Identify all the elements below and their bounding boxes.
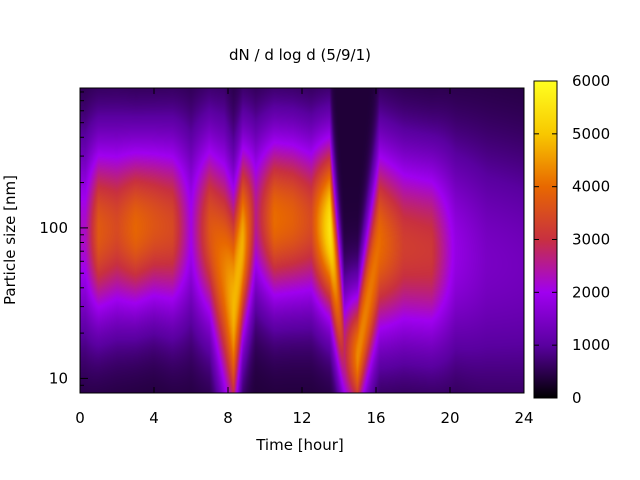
x-tick-label: 8 [223, 409, 233, 427]
x-tick-label: 4 [149, 409, 159, 427]
colorbar: 0 1000 2000 3000 4000 5000 6000 [533, 72, 610, 407]
y-tick-label: 10 [49, 369, 68, 387]
y-axis-label: Particle size [nm] [1, 175, 19, 305]
y-tick-label: 100 [39, 219, 68, 237]
x-tick-label: 20 [440, 409, 459, 427]
colorbar-tick-label: 0 [572, 389, 582, 407]
colorbar-tick-label: 2000 [572, 283, 610, 301]
x-tick-label: 24 [514, 409, 533, 427]
x-tick-label: 16 [366, 409, 385, 427]
colorbar-tick-label: 5000 [572, 125, 610, 143]
x-tick-label: 0 [75, 409, 85, 427]
colorbar-tick-label: 3000 [572, 231, 610, 249]
colorbar-tick-label: 4000 [572, 178, 610, 196]
x-axis-label: Time [hour] [255, 436, 344, 454]
y-axis: 10 100 [39, 91, 88, 394]
heatmap-image [80, 88, 524, 393]
colorbar-tick-label: 1000 [572, 336, 610, 354]
heatmap-area [79, 87, 525, 394]
chart-title: dN / d log d (5/9/1) [229, 46, 371, 64]
colorbar-ticks: 0 1000 2000 3000 4000 5000 6000 [534, 72, 610, 407]
x-tick-label: 12 [292, 409, 311, 427]
x-axis: 0 4 8 12 16 20 24 [75, 88, 534, 427]
colorbar-tick-label: 6000 [572, 72, 610, 90]
